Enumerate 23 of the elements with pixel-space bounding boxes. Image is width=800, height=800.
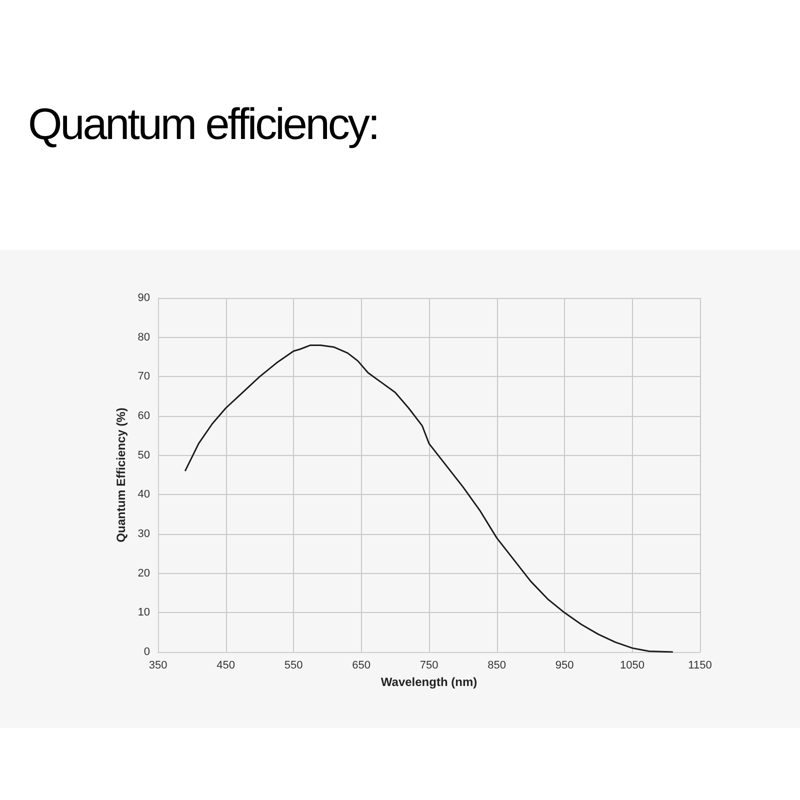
x-tick-label: 1050 [620,660,644,672]
x-tick-label: 750 [420,660,438,672]
y-tick-label: 70 [138,370,150,383]
x-tick-label: 450 [216,660,235,672]
y-tick-label: 40 [138,488,150,501]
y-tick-label: 90 [138,292,150,304]
y-tick-label: 10 [138,606,150,619]
y-tick-label: 20 [138,567,150,580]
x-tick-label: 550 [284,660,303,672]
y-tick-label: 50 [138,449,150,462]
y-tick-label: 60 [138,410,150,422]
x-tick-label: 350 [148,660,168,672]
x-tick-label: 1150 [688,660,712,672]
x-tick-label: 650 [352,660,370,672]
x-tick-label: 850 [488,660,506,672]
line-series [184,344,674,653]
y-axis-title: Quantum Efficiency (%) [114,408,128,542]
y-tick-label: 0 [144,646,150,658]
chart-title: Quantum efficiency: [28,100,378,150]
x-tick-label: 950 [555,660,574,672]
x-axis-title: Wavelength (nm) [380,674,478,689]
y-tick-label: 30 [138,528,150,540]
y-tick-label: 80 [138,331,150,344]
